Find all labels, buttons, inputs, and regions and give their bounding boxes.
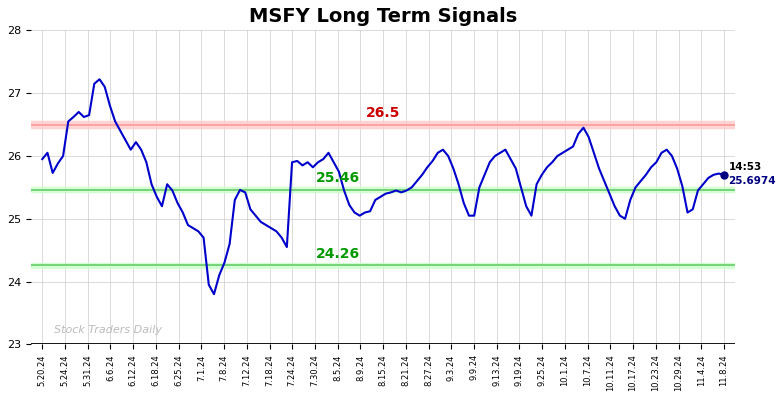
- Text: 25.6974: 25.6974: [728, 176, 776, 186]
- Text: 25.46: 25.46: [316, 172, 360, 185]
- Bar: [31, 263, 735, 268]
- Bar: [31, 121, 735, 128]
- Title: MSFY Long Term Signals: MSFY Long Term Signals: [249, 7, 517, 26]
- Text: 24.26: 24.26: [316, 247, 360, 261]
- Text: 26.5: 26.5: [366, 106, 401, 120]
- Bar: [31, 187, 735, 192]
- Text: Stock Traders Daily: Stock Traders Daily: [53, 325, 162, 335]
- Text: 14:53: 14:53: [728, 162, 762, 172]
